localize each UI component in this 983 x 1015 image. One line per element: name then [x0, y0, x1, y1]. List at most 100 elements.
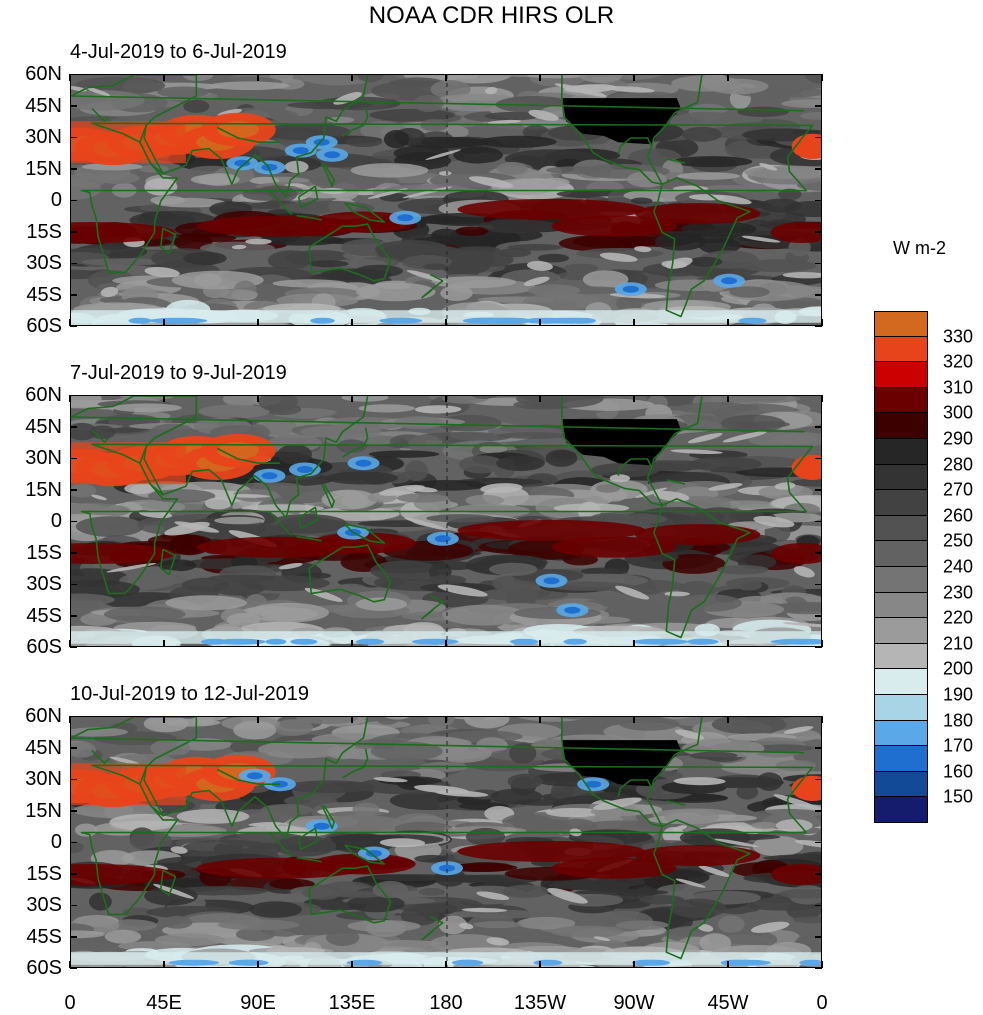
lon-tick [163, 319, 165, 326]
lat-tick [815, 231, 822, 233]
colorbar-swatch [874, 362, 928, 388]
lat-tick [70, 231, 77, 233]
lon-tick [351, 319, 353, 326]
lat-tick [815, 489, 822, 491]
lat-label: 45S [0, 606, 62, 626]
lat-tick [70, 168, 77, 170]
lon-tick [821, 395, 823, 402]
lat-label: 30N [0, 769, 62, 789]
lat-tick [70, 426, 77, 428]
lat-label: 60N [0, 706, 62, 726]
lon-label: 0 [816, 992, 827, 1015]
lat-tick [70, 200, 77, 202]
lat-label: 60N [0, 64, 62, 84]
lat-label: 60S [0, 637, 62, 657]
lon-tick [821, 716, 823, 723]
lat-tick [70, 521, 77, 523]
lat-tick [815, 105, 822, 107]
lon-tick [163, 716, 165, 723]
lat-tick [815, 905, 822, 907]
lat-tick [815, 873, 822, 875]
lon-label: 45W [707, 992, 748, 1015]
colorbar-swatch [874, 337, 928, 363]
colorbar-label: 230 [943, 582, 973, 603]
lat-tick [815, 936, 822, 938]
lat-label: 0 [0, 511, 62, 531]
lon-tick [69, 640, 71, 647]
lon-tick [69, 961, 71, 968]
colorbar-label: 150 [943, 787, 973, 808]
lon-tick [633, 716, 635, 723]
colorbar-swatch [874, 388, 928, 414]
lat-tick [815, 584, 822, 586]
lon-tick [257, 319, 259, 326]
lat-tick [70, 395, 77, 397]
colorbar-swatch [874, 746, 928, 772]
lon-tick [351, 74, 353, 81]
lon-label: 90W [613, 992, 654, 1015]
lon-tick [445, 716, 447, 723]
lon-tick [445, 74, 447, 81]
lat-tick [70, 294, 77, 296]
colorbar-swatch [874, 413, 928, 439]
lat-tick [815, 458, 822, 460]
lat-tick [70, 747, 77, 749]
lat-label: 15S [0, 543, 62, 563]
lon-tick [69, 716, 71, 723]
lat-label: 60S [0, 958, 62, 978]
lon-tick [445, 395, 447, 402]
lon-tick [633, 961, 635, 968]
colorbar-swatch [874, 311, 928, 337]
lon-tick [257, 395, 259, 402]
lon-tick [727, 961, 729, 968]
lat-label: 45S [0, 927, 62, 947]
lat-tick [70, 74, 77, 76]
lat-tick [815, 615, 822, 617]
lat-tick [815, 200, 822, 202]
colorbar-swatch [874, 721, 928, 747]
lat-label: 60S [0, 316, 62, 336]
colorbar-label: 170 [943, 736, 973, 757]
colorbar-label: 270 [943, 480, 973, 501]
lon-label: 0 [64, 992, 75, 1015]
lon-tick [445, 961, 447, 968]
lat-tick [70, 489, 77, 491]
lon-tick [163, 640, 165, 647]
lat-label: 30N [0, 127, 62, 147]
lon-tick [539, 716, 541, 723]
lat-tick [70, 584, 77, 586]
colorbar-label: 210 [943, 633, 973, 654]
lat-label: 30N [0, 448, 62, 468]
lat-label: 0 [0, 832, 62, 852]
lon-tick [445, 640, 447, 647]
lon-tick [351, 716, 353, 723]
lon-tick [69, 319, 71, 326]
lat-label: 15S [0, 864, 62, 884]
lat-tick [815, 842, 822, 844]
lon-tick [257, 961, 259, 968]
lon-tick [821, 74, 823, 81]
lon-label: 135E [329, 992, 376, 1015]
colorbar-label: 320 [943, 352, 973, 373]
colorbar-swatch [874, 567, 928, 593]
lon-label: 135W [514, 992, 566, 1015]
lon-tick [727, 74, 729, 81]
lon-tick [821, 640, 823, 647]
colorbar-swatch [874, 618, 928, 644]
lat-label: 45N [0, 417, 62, 437]
lat-label: 0 [0, 190, 62, 210]
lon-tick [727, 395, 729, 402]
colorbar-label: 250 [943, 531, 973, 552]
lat-tick [70, 779, 77, 781]
map-panel-2 [70, 395, 822, 647]
lon-tick [257, 74, 259, 81]
lat-tick [70, 968, 77, 970]
map-panel-3 [70, 716, 822, 968]
lon-tick [821, 319, 823, 326]
panel-2-title: 7-Jul-2019 to 9-Jul-2019 [70, 362, 287, 385]
lon-tick [633, 74, 635, 81]
lat-label: 15N [0, 159, 62, 179]
colorbar-swatch [874, 516, 928, 542]
lon-label: 90E [240, 992, 276, 1015]
lat-tick [815, 810, 822, 812]
